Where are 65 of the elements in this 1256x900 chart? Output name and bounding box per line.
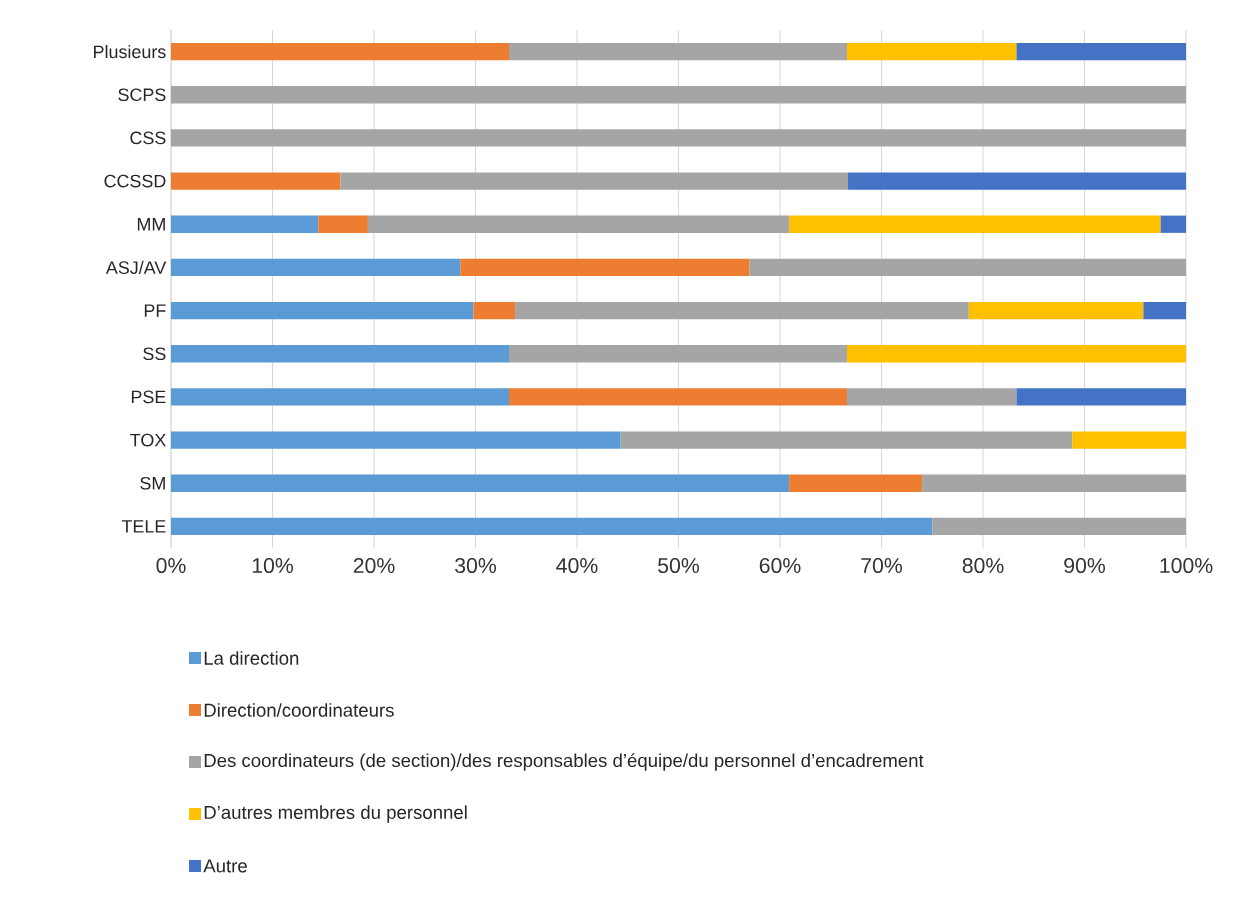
x-tick-label: 20% [353,558,395,574]
bar [171,301,474,320]
bar [509,345,847,363]
bar [968,301,1144,320]
x-tick-label: 0% [156,558,186,574]
bar [789,215,1161,233]
bar [171,388,509,406]
y-tick-label: Plusieurs [94,44,166,59]
x-tick-label: 40% [556,558,598,574]
y-tick-label: PSE [131,390,166,404]
bar [171,517,933,536]
y-tick-label: SM [140,476,165,490]
x-tick-label: 100% [1160,558,1213,574]
x-tick-label: 50% [658,558,700,574]
y-tick-label: TELE [121,520,166,533]
bar [847,388,1017,406]
bar [749,258,1187,277]
x-tick-label: 10% [252,558,294,574]
bar [848,172,1187,190]
y-tick-label: PF [144,304,166,317]
y-tick-label: CSS [130,131,166,145]
bar [171,474,790,492]
legend-label: Des coordinateurs (de section)/des responsables d’équipe/du personnel d’encadrement [204,753,924,771]
x-tick-label: 80% [962,558,1004,574]
bar [789,474,923,492]
bar [171,86,1187,104]
bar [922,474,1187,492]
bar [1072,431,1187,449]
bar [620,431,1073,449]
bar [460,258,750,277]
legend-label: Autre [203,859,247,873]
bar [509,42,847,61]
x-tick-label: 90% [1064,558,1106,574]
y-tick-label: MM [137,218,165,231]
bar [171,172,341,190]
bar [932,517,1187,536]
bar [1016,42,1187,61]
bar [318,215,368,233]
bar [367,215,790,233]
bar [340,172,849,190]
bar [171,345,509,363]
bar [171,431,621,449]
x-tick-label: 70% [861,558,903,574]
bar [473,301,516,320]
bar [1016,388,1187,406]
y-tick-label: CCSSD [104,174,166,188]
legend-label: La direction [204,651,299,665]
y-tick-label: SCPS [118,88,166,102]
bar [847,42,1017,61]
bar [1143,301,1187,320]
x-tick-label: 60% [759,558,801,574]
bar [1160,215,1187,233]
bar [515,301,969,320]
bar [509,388,847,406]
bar [171,42,509,61]
legend-label: Direction/coordinateurs [204,703,394,717]
bar [171,258,461,277]
bar [171,215,319,233]
y-tick-label: SS [143,347,166,361]
x-tick-label: 30% [455,558,497,574]
y-tick-label: TOX [130,433,166,447]
bar [847,345,1187,363]
y-tick-label: ASJ/AV [105,260,167,274]
legend-label: D’autres membres du personnel [204,805,467,823]
bar [171,129,1187,147]
